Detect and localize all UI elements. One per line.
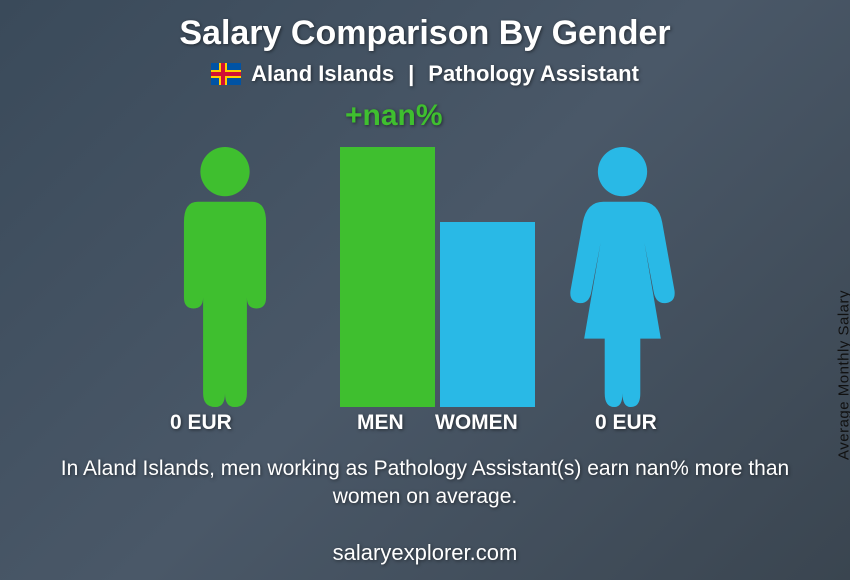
chart-labels: 0 EUR MEN WOMEN 0 EUR: [125, 411, 725, 437]
woman-icon: [550, 147, 695, 407]
chart-area: +nan% 0 EUR MEN WOMEN 0 EUR: [125, 107, 725, 437]
bar-men: [340, 147, 435, 407]
country-label: Aland Islands: [251, 61, 394, 87]
women-label: WOMEN: [435, 411, 518, 435]
y-axis-label: Average Monthly Salary: [836, 290, 850, 460]
description-text: In Aland Islands, men working as Patholo…: [0, 455, 850, 512]
footer-source: salaryexplorer.com: [0, 540, 850, 566]
flag-icon: [211, 63, 241, 85]
infographic-container: Salary Comparison By Gender Aland Island…: [0, 0, 850, 580]
separator: |: [408, 61, 414, 87]
page-title: Salary Comparison By Gender: [0, 0, 850, 53]
men-value-label: 0 EUR: [170, 411, 232, 435]
man-icon: [155, 147, 295, 407]
subtitle-row: Aland Islands | Pathology Assistant: [0, 61, 850, 87]
percent-difference-label: +nan%: [345, 99, 443, 133]
women-value-label: 0 EUR: [595, 411, 657, 435]
men-label: MEN: [357, 411, 404, 435]
bar-women: [440, 222, 535, 407]
job-label: Pathology Assistant: [428, 61, 639, 87]
